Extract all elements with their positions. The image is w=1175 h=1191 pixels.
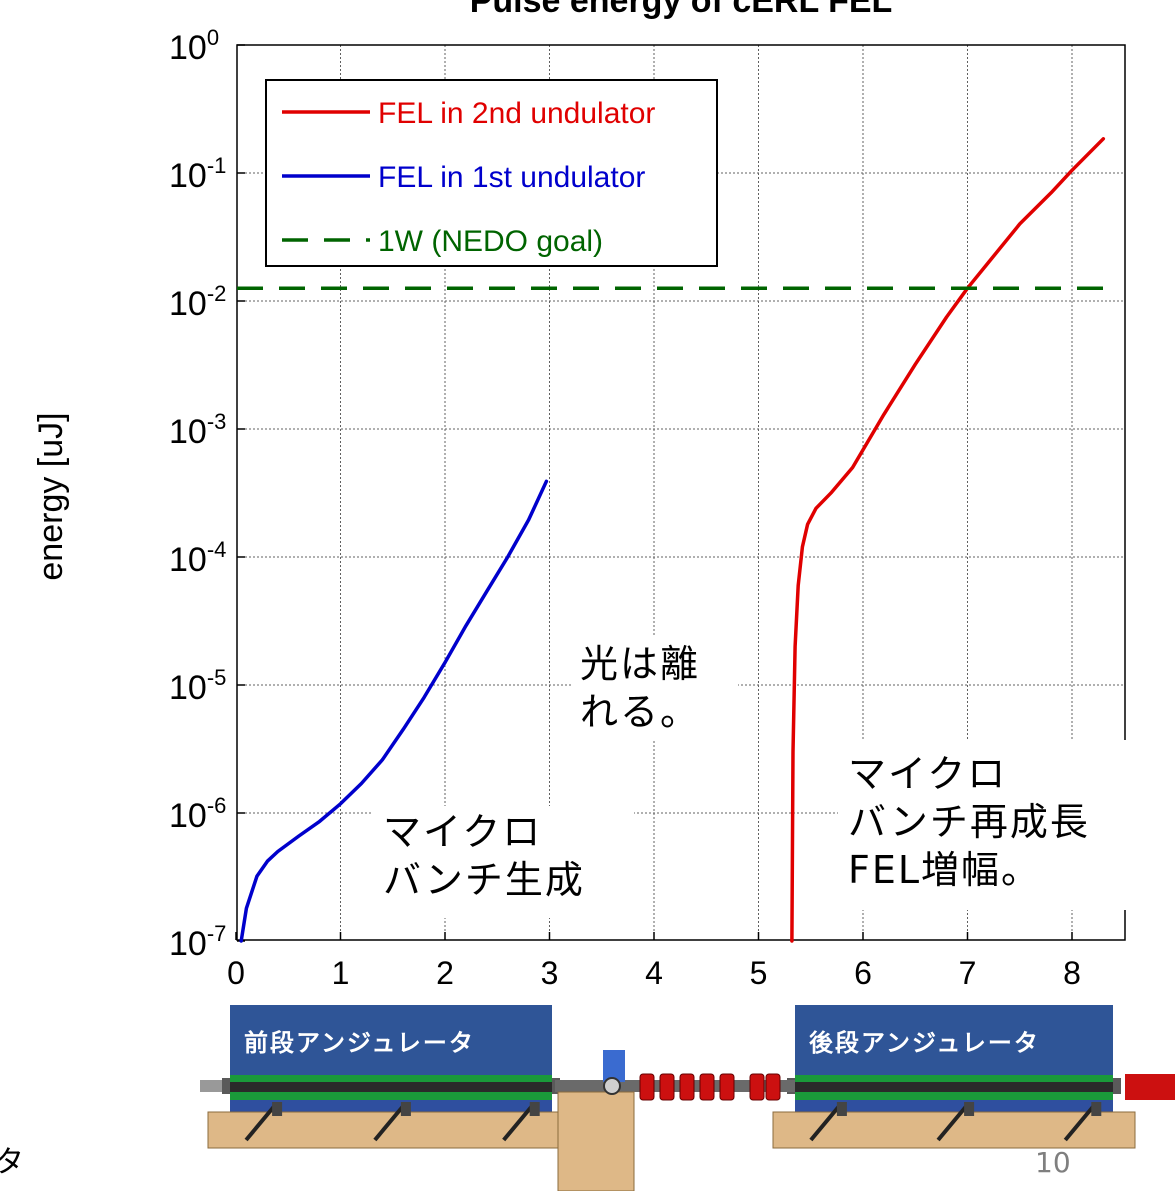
y-tick-label: 10-2	[169, 281, 226, 323]
x-tick-label: 7	[959, 955, 977, 991]
quadrupole-magnet	[765, 1073, 781, 1101]
annotation-line: バンチ生成	[383, 858, 585, 902]
front-undulator-clamp	[529, 1102, 540, 1116]
y-axis-label: energy [uJ]	[32, 412, 70, 580]
rear-undulator-clamp	[1091, 1102, 1102, 1116]
rear-undulator-magnet-top	[795, 1074, 1113, 1082]
annotation-line: マイクロ	[383, 810, 543, 854]
annotation-backdrop	[838, 740, 1134, 910]
rear-undulator-magnet-bottom	[795, 1092, 1113, 1100]
downstream-magnets	[1125, 1074, 1175, 1100]
rear-undulator-label: 後段アンジュレータ	[795, 1005, 1113, 1075]
x-tick-label: 8	[1063, 955, 1081, 991]
series-line	[239, 479, 549, 943]
y-tick-label: 10-7	[169, 921, 226, 963]
rear-undulator-clamp	[964, 1102, 975, 1116]
x-tick-label: 4	[645, 955, 663, 991]
annotation-line: 光は離	[580, 642, 701, 686]
legend-label: FEL in 1st undulator	[378, 161, 645, 194]
annotation-line: れる。	[580, 690, 701, 734]
rear-undulator-base	[795, 1100, 1113, 1112]
rear-undulator-strut	[936, 1102, 970, 1142]
series-line	[790, 137, 1106, 943]
front-undulator-strut	[244, 1102, 278, 1142]
page-number: 10	[1035, 1146, 1071, 1179]
rear-undulator-clamp	[836, 1102, 847, 1116]
y-tick-label: 10-6	[169, 793, 226, 835]
upstream-flange	[200, 1080, 222, 1092]
support-pedestal	[557, 1091, 635, 1191]
x-tick-label: 1	[332, 955, 350, 991]
front-undulator-clamp	[400, 1102, 411, 1116]
y-tick-label: 100	[169, 25, 219, 67]
annotation-light-leaves: 光は離 れる。	[580, 640, 700, 736]
y-tick-label: 10-5	[169, 665, 226, 707]
front-undulator-strut	[373, 1102, 407, 1142]
quadrupole-magnet	[699, 1073, 715, 1101]
quadrupole-magnet	[719, 1073, 735, 1101]
x-tick-label: 2	[436, 955, 454, 991]
vacuum-pump	[603, 1050, 625, 1082]
annotation-backdrop	[572, 636, 738, 740]
quadrupole-magnet	[659, 1073, 675, 1101]
rear-undulator-body	[795, 1082, 1113, 1092]
annotation-backdrop	[372, 806, 634, 918]
front-undulator-magnet-top	[230, 1074, 552, 1082]
rear-undulator-strut	[809, 1102, 843, 1142]
front-undulator-label: 前段アンジュレータ	[230, 1005, 552, 1075]
annotation-microbunch-regrowth: マイクロ バンチ再成長 FEL増幅。	[848, 750, 1090, 894]
front-undulator-strut	[502, 1102, 536, 1142]
y-tick-label: 10-1	[169, 153, 226, 195]
front-undulator-magnet-bottom	[230, 1092, 552, 1100]
y-tick-label: 10-3	[169, 409, 226, 451]
x-tick-label: 3	[541, 955, 559, 991]
front-undulator-clamp	[272, 1102, 283, 1116]
plot-frame	[236, 44, 1126, 941]
y-tick-label: 10-4	[169, 537, 226, 579]
legend-label: FEL in 2nd undulator	[378, 97, 655, 130]
annotation-line: マイクロ	[848, 752, 1008, 796]
annotation-microbunch-generation: マイクロ バンチ生成	[383, 808, 585, 904]
quadrupole-magnet	[639, 1073, 655, 1101]
x-tick-label: 5	[750, 955, 768, 991]
quadrupole-magnet	[679, 1073, 695, 1101]
annotation-line: FEL増幅。	[848, 848, 1042, 892]
beam-monitor	[603, 1077, 621, 1095]
rear-undulator-strut	[1063, 1102, 1097, 1142]
front-undulator-base	[230, 1100, 552, 1112]
chart-title: Pulse energy of cERL FEL	[470, 0, 893, 20]
quadrupole-magnet	[749, 1073, 765, 1101]
x-tick-label: 0	[227, 955, 245, 991]
left-edge-text: タ	[0, 1145, 24, 1180]
legend-label: 1W (NEDO goal)	[378, 225, 603, 258]
x-tick-label: 6	[854, 955, 872, 991]
front-undulator-body	[230, 1082, 552, 1092]
annotation-line: バンチ再成長	[848, 800, 1090, 844]
